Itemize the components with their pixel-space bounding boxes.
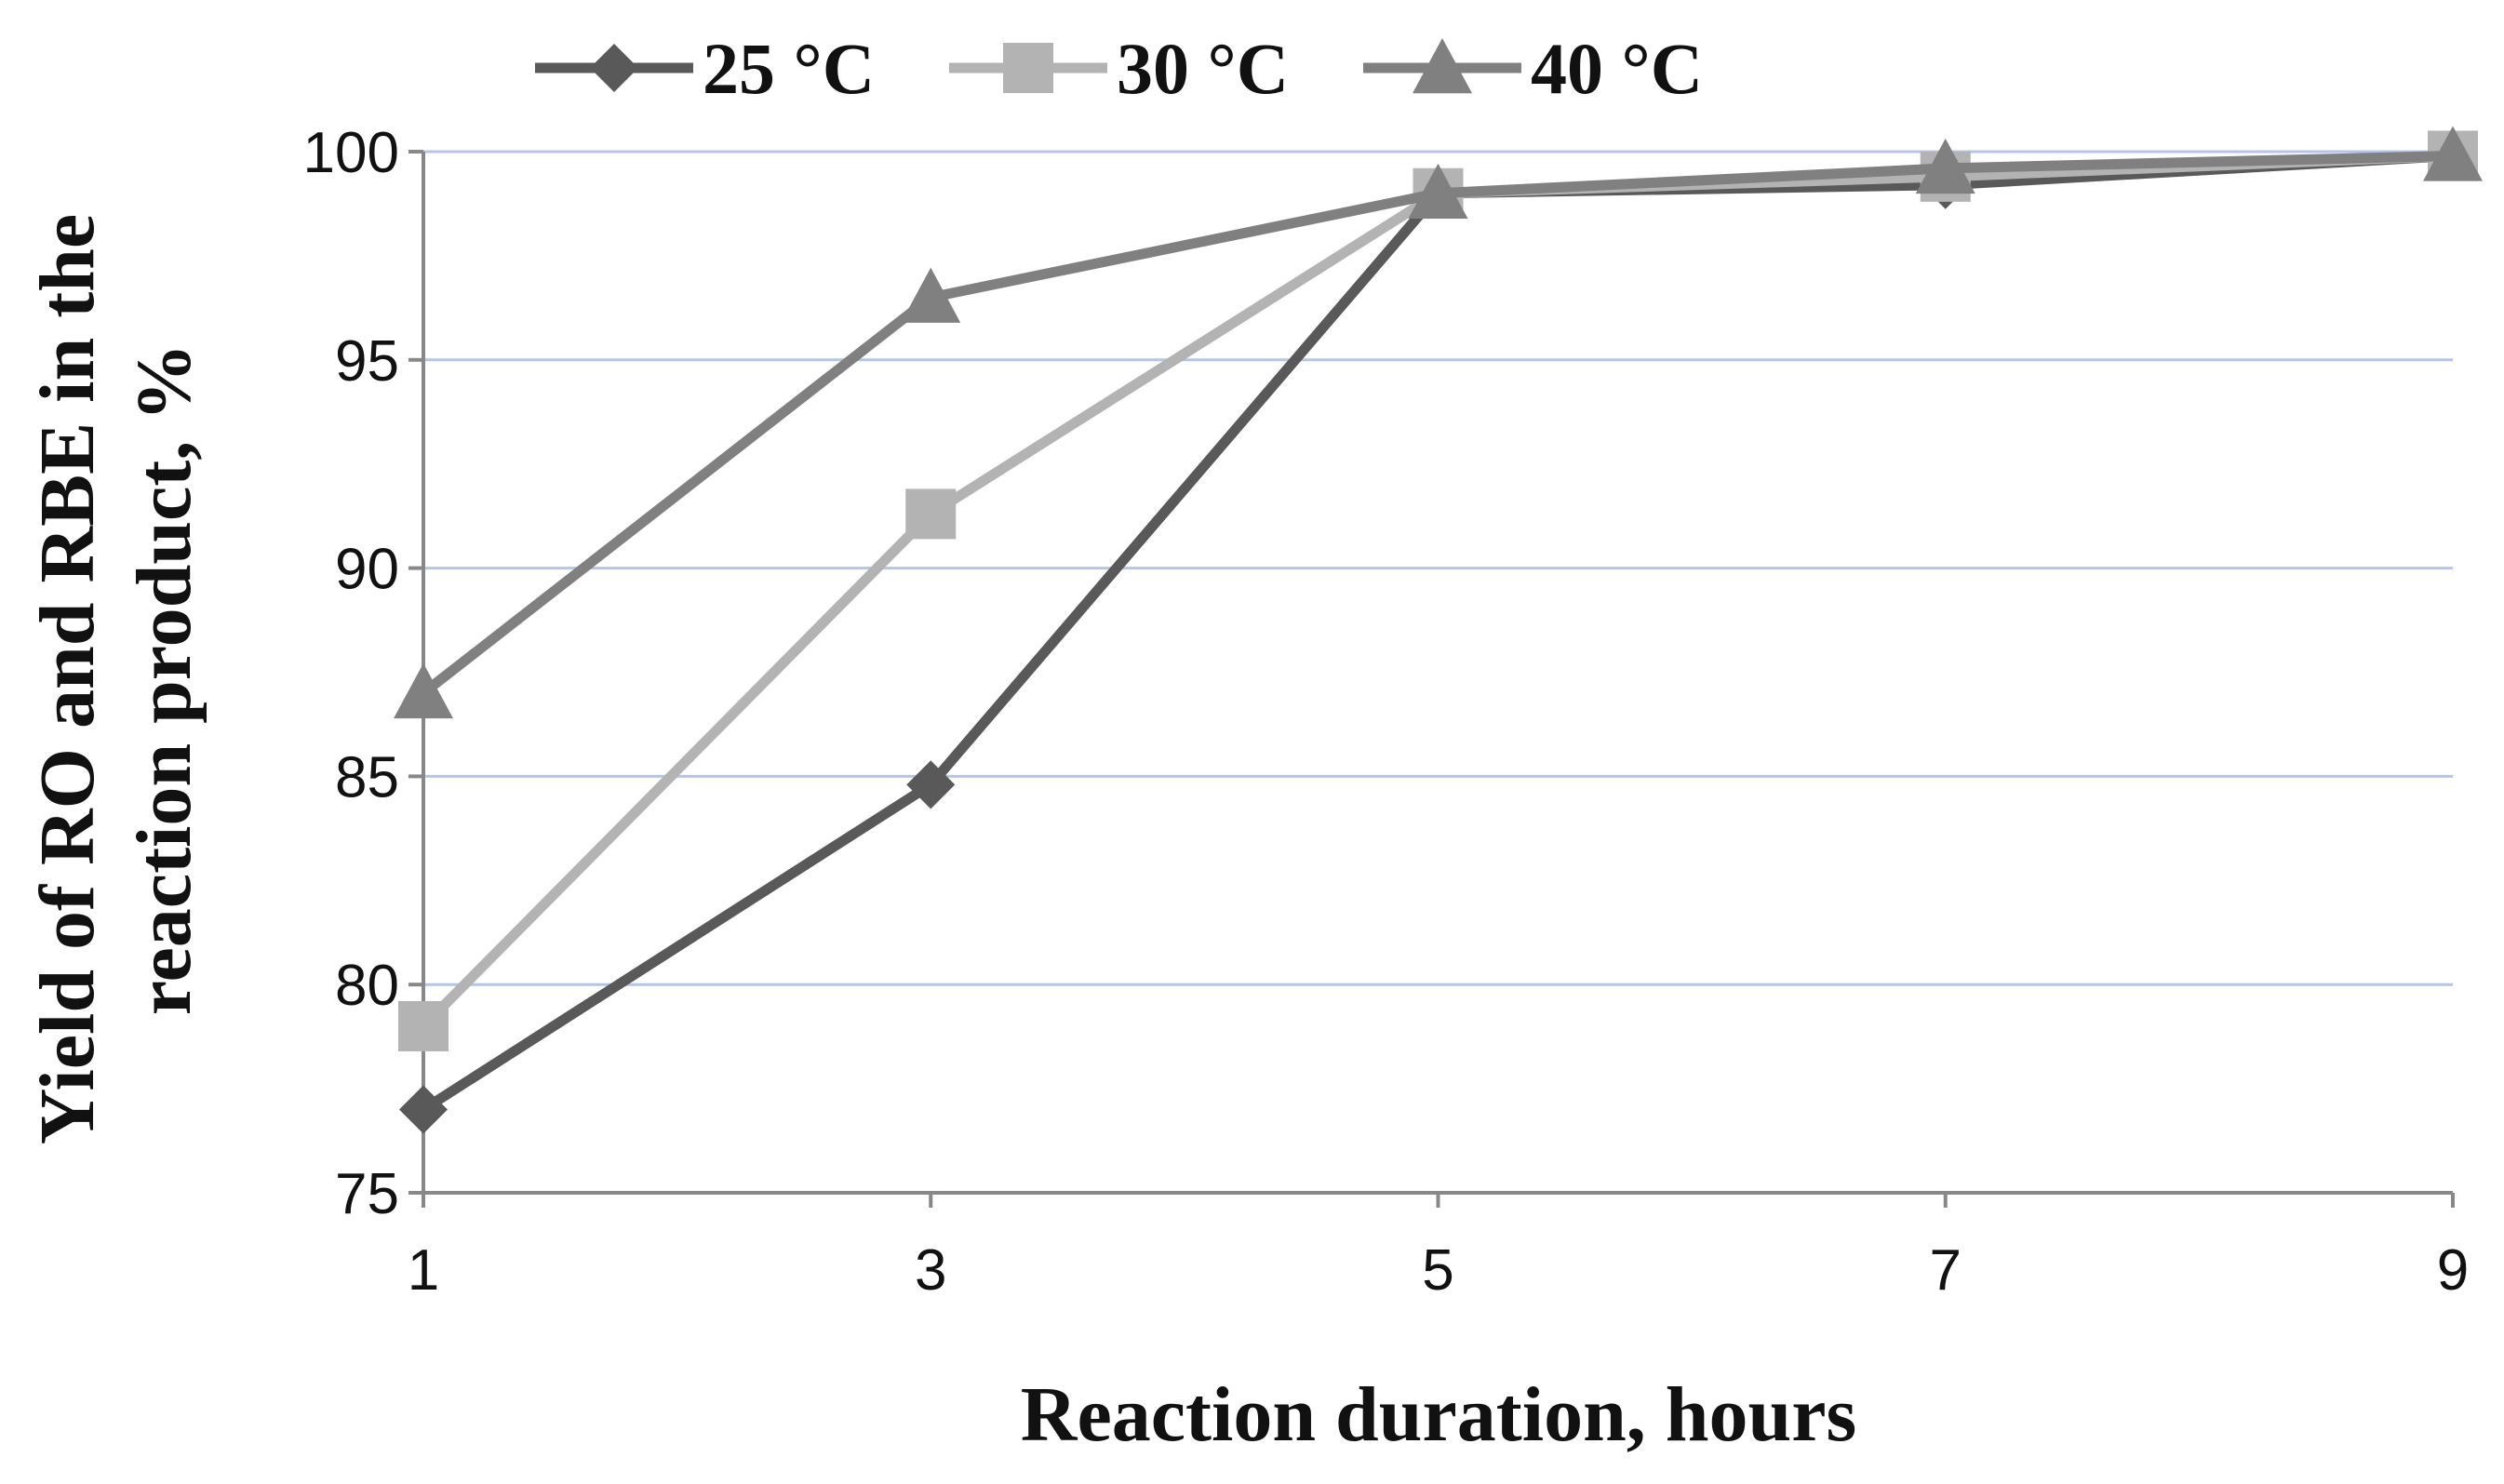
point-25c-x1: [399, 1085, 448, 1134]
series-40c: [394, 126, 2483, 719]
y-axis-title: Yield of RO and RBE in the reaction prod…: [24, 214, 208, 1144]
point-40c-x7: [1915, 138, 1975, 194]
legend-marker-25c: [590, 44, 638, 92]
axes: [422, 152, 2453, 1195]
legend-item-40c: 40 °C: [1363, 28, 1703, 109]
point-25c-x3: [906, 760, 956, 809]
x-tick-label-3: 3: [915, 1238, 946, 1303]
x-tick-label-7: 7: [1930, 1238, 1962, 1303]
point-40c-x5: [1408, 163, 1468, 219]
series-30c: [398, 130, 2478, 1051]
y-tick-label-100: 100: [303, 121, 399, 185]
legend-marker-40c: [1413, 38, 1472, 94]
x-axis-ticks: 1 3 5 7 9: [408, 1193, 2469, 1303]
legend-item-25c: 25 °C: [535, 28, 875, 109]
point-40c-x3: [901, 267, 961, 323]
y-tick-label-85: 85: [335, 745, 399, 809]
point-40c-x1: [394, 662, 453, 719]
legend-label-30c: 30 °C: [1117, 28, 1289, 109]
series-line-30c: [420, 150, 2454, 1030]
point-30c-x3: [905, 488, 957, 540]
series-line-40c: [420, 150, 2454, 698]
y-tick-label-95: 95: [335, 329, 399, 394]
y-tick-label-90: 90: [335, 538, 399, 602]
x-axis-title: Reaction duration, hours: [1021, 1371, 1856, 1458]
point-30c-x1: [398, 1000, 449, 1051]
y-axis-title-line-1: Yield of RO and RBE in the: [24, 214, 111, 1144]
y-axis-title-line-2: reaction product, %: [121, 343, 208, 1016]
legend-item-30c: 30 °C: [949, 28, 1289, 109]
x-tick-label-1: 1: [408, 1238, 439, 1303]
legend-label-25c: 25 °C: [703, 28, 875, 109]
x-tick-label-5: 5: [1422, 1238, 1453, 1303]
y-axis-ticks: 75 80 85 90 95 100: [303, 121, 423, 1226]
y-tick-label-75: 75: [335, 1162, 399, 1226]
legend-marker-30c: [1003, 43, 1053, 93]
legend-label-40c: 40 °C: [1531, 28, 1703, 109]
point-40c-x9: [2423, 126, 2483, 181]
series-group: [394, 126, 2483, 1134]
gridlines: [423, 150, 2453, 986]
x-tick-label-9: 9: [2437, 1238, 2469, 1303]
legend: 25 °C 30 °C 40 °C: [535, 28, 1703, 109]
y-tick-label-80: 80: [335, 954, 399, 1018]
series-line-25c: [421, 150, 2454, 1115]
